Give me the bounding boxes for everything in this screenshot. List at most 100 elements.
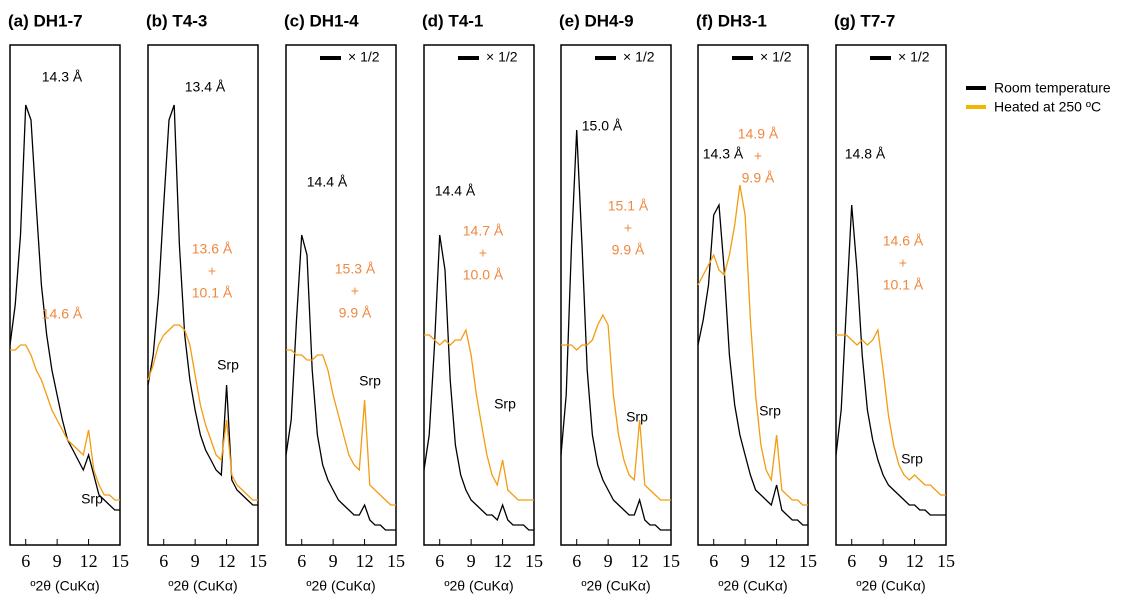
x-tick-label: 6 [709,551,718,571]
x-tick-label: 12 [768,551,786,571]
annotation: 14.8 Å [845,146,886,162]
xrd-curve [561,313,671,501]
x-axis-label: º2θ (CuKα) [718,578,787,594]
x-tick-label: 12 [494,551,512,571]
panel: (a) DH1-7 6 9 12 15 º2θ (CuKα) 14.3 Å 14.6 Å Srp [8,11,129,593]
annotation: + [899,255,907,271]
x-tick-label: 12 [218,551,236,571]
xrd-curve [285,234,396,531]
legend-label: Heated at 250 ºC [994,99,1101,115]
x-tick-label: 9 [741,551,750,571]
x-tick-label: 15 [525,551,543,571]
x-axis-label: º2θ (CuKα) [581,578,650,594]
panel: (g) T7-7 6 9 12 15 º2θ (CuKα) × 1/2 14.8 Å 14.6 … [834,11,955,593]
annotation: Srp [759,403,781,419]
annotation: + [479,245,487,261]
annotation: + [208,263,216,279]
annotation: 15.0 Å [582,118,623,134]
xrd-curve [697,184,808,506]
x-tick-label: 9 [53,551,62,571]
panel: (b) T4-3 6 9 12 15 º2θ (CuKα) 13.4 Å 13.6 Å +10.… [146,11,267,593]
x-tick-label: 6 [435,551,444,571]
xrd-curve [560,129,671,531]
scale-note: × 1/2 [348,49,380,65]
x-tick-label: 12 [356,551,374,571]
xrd-curve [147,104,258,506]
panel-title: (g) T7-7 [834,11,895,30]
scale-note: × 1/2 [623,49,655,65]
x-axis-label: º2θ (CuKα) [30,578,99,594]
annotation: + [754,148,762,164]
annotation: 14.3 Å [42,69,83,85]
panel-title: (f) DH3-1 [696,11,767,30]
xrd-curve [423,234,534,531]
annotation: Srp [901,451,923,467]
annotation: Srp [217,357,239,373]
annotation: Srp [81,491,103,507]
x-tick-label: 15 [111,551,129,571]
x-tick-label: 15 [937,551,955,571]
x-tick-label: 6 [21,551,30,571]
annotation: 10.1 Å [883,277,924,293]
panel-title: (c) DH1-4 [284,11,359,30]
x-tick-label: 9 [467,551,476,571]
panel-title: (d) T4-1 [422,11,483,30]
annotation: 14.6 Å [42,306,83,322]
x-tick-label: 6 [572,551,581,571]
panel-title: (e) DH4-9 [559,11,634,30]
scale-note: × 1/2 [760,49,792,65]
annotation: 14.3 Å [703,146,744,162]
annotation: Srp [626,409,648,425]
panel: (f) DH3-1 6 9 12 15 º2θ (CuKα) × 1/2 14.3 Å 14.9… [696,11,817,593]
annotation: 14.6 Å [883,233,924,249]
annotation: 15.1 Å [608,198,649,214]
x-tick-label: 15 [249,551,267,571]
plot-frame [147,44,259,546]
xrd-curve [10,344,120,501]
plot-frame [423,44,535,546]
xrd-curve [286,349,396,506]
x-tick-label: 12 [80,551,98,571]
x-axis-label: º2θ (CuKα) [306,578,375,594]
annotation: + [351,283,359,299]
x-tick-label: 15 [799,551,817,571]
x-tick-label: 9 [604,551,613,571]
xrd-curve [9,104,120,511]
legend: Room temperature Heated at 250 ºC [966,80,1111,115]
annotation: 9.9 Å [612,242,645,258]
plot-frame [697,44,809,546]
annotation: 10.1 Å [192,285,233,301]
plot-frame [9,44,121,546]
xrd-curve [697,202,808,526]
panel: (c) DH1-4 6 9 12 15 º2θ (CuKα) × 1/2 14.4 Å 15.3… [284,11,405,593]
annotation: 13.4 Å [185,79,226,95]
panel-title: (a) DH1-7 [8,11,83,30]
annotation: + [624,220,632,236]
annotation: 14.4 Å [307,174,348,190]
x-tick-label: 12 [631,551,649,571]
scale-note: × 1/2 [898,49,930,65]
annotation: 13.6 Å [192,241,233,257]
annotation: 10.0 Å [463,267,504,283]
annotation: 14.9 Å [738,126,779,142]
plot-frame [835,44,947,546]
x-tick-label: 15 [662,551,680,571]
x-axis-label: º2θ (CuKα) [168,578,237,594]
panel: (d) T4-1 6 9 12 15 º2θ (CuKα) × 1/2 14.4 Å 14.7 … [422,11,543,593]
plot-frame [285,44,397,546]
annotation: 9.9 Å [339,305,372,321]
x-tick-label: 9 [879,551,888,571]
x-tick-label: 9 [329,551,338,571]
x-tick-label: 6 [847,551,856,571]
annotation: 9.9 Å [742,170,775,186]
x-tick-label: 9 [191,551,200,571]
x-axis-label: º2θ (CuKα) [856,578,925,594]
panel-title: (b) T4-3 [146,11,207,30]
annotation: 14.7 Å [463,223,504,239]
legend-label: Room temperature [994,80,1111,96]
annotation: Srp [359,373,381,389]
xrd-curve [835,204,946,516]
x-tick-label: 15 [387,551,405,571]
x-axis-label: º2θ (CuKα) [444,578,513,594]
